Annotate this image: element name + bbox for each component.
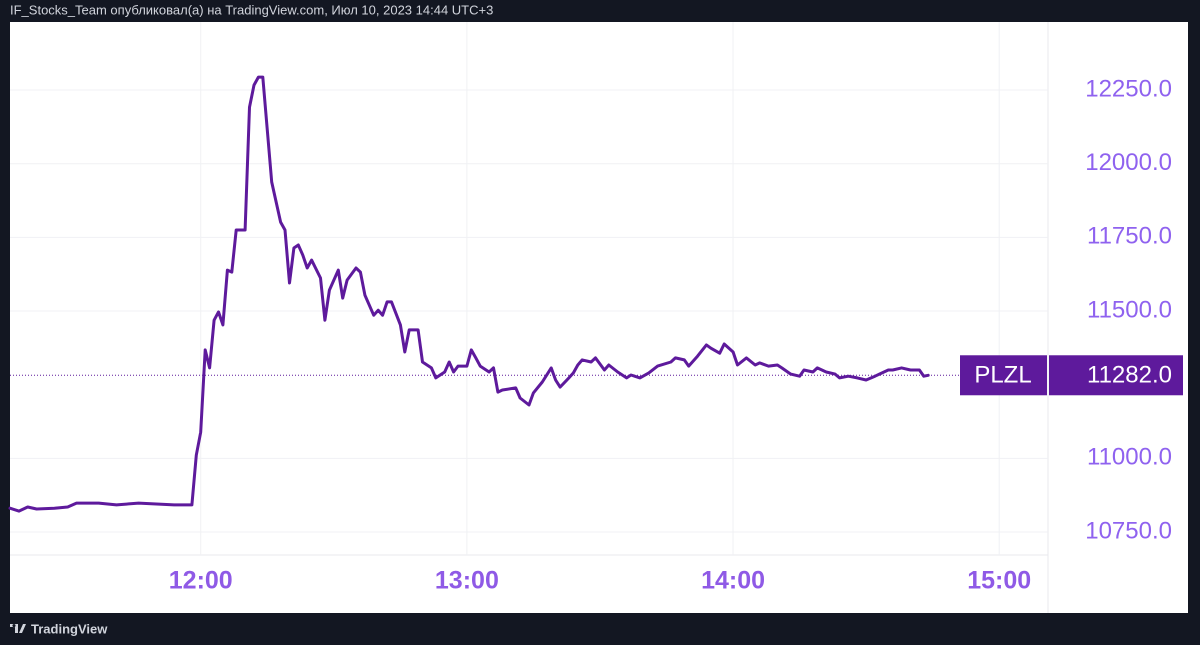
plot [8, 75, 930, 513]
header-text: IF_Stocks_Team опубликовал(а) на Trading… [10, 2, 493, 17]
x-tick-label: 13:00 [435, 567, 499, 595]
x-tick-label: 14:00 [701, 567, 765, 595]
price-line [8, 75, 930, 513]
symbol-label-box [960, 355, 1047, 396]
chart-area [10, 22, 1188, 613]
x-tick-label: 12:00 [169, 567, 233, 595]
y-tick-label: 12250.0 [1085, 75, 1172, 102]
y-tick-label: 11000.0 [1087, 444, 1172, 471]
y-tick-label: 11750.0 [1087, 223, 1172, 250]
y-tick-label: 12000.0 [1085, 149, 1172, 176]
labels: 10750.0 11000.0 11500.0 11750.0 12000.0 12250… [169, 75, 1183, 595]
symbol-label: PLZL [974, 362, 1031, 389]
y-tick-label: 10750.0 [1085, 517, 1172, 544]
y-tick-label: 11500.0 [1087, 296, 1172, 323]
x-tick-label: 15:00 [967, 567, 1031, 595]
last-price-label: 11282.0 [1087, 362, 1172, 389]
price-label-box [1049, 355, 1183, 396]
footer-logo [10, 624, 26, 633]
footer-text: TradingView [31, 621, 108, 636]
